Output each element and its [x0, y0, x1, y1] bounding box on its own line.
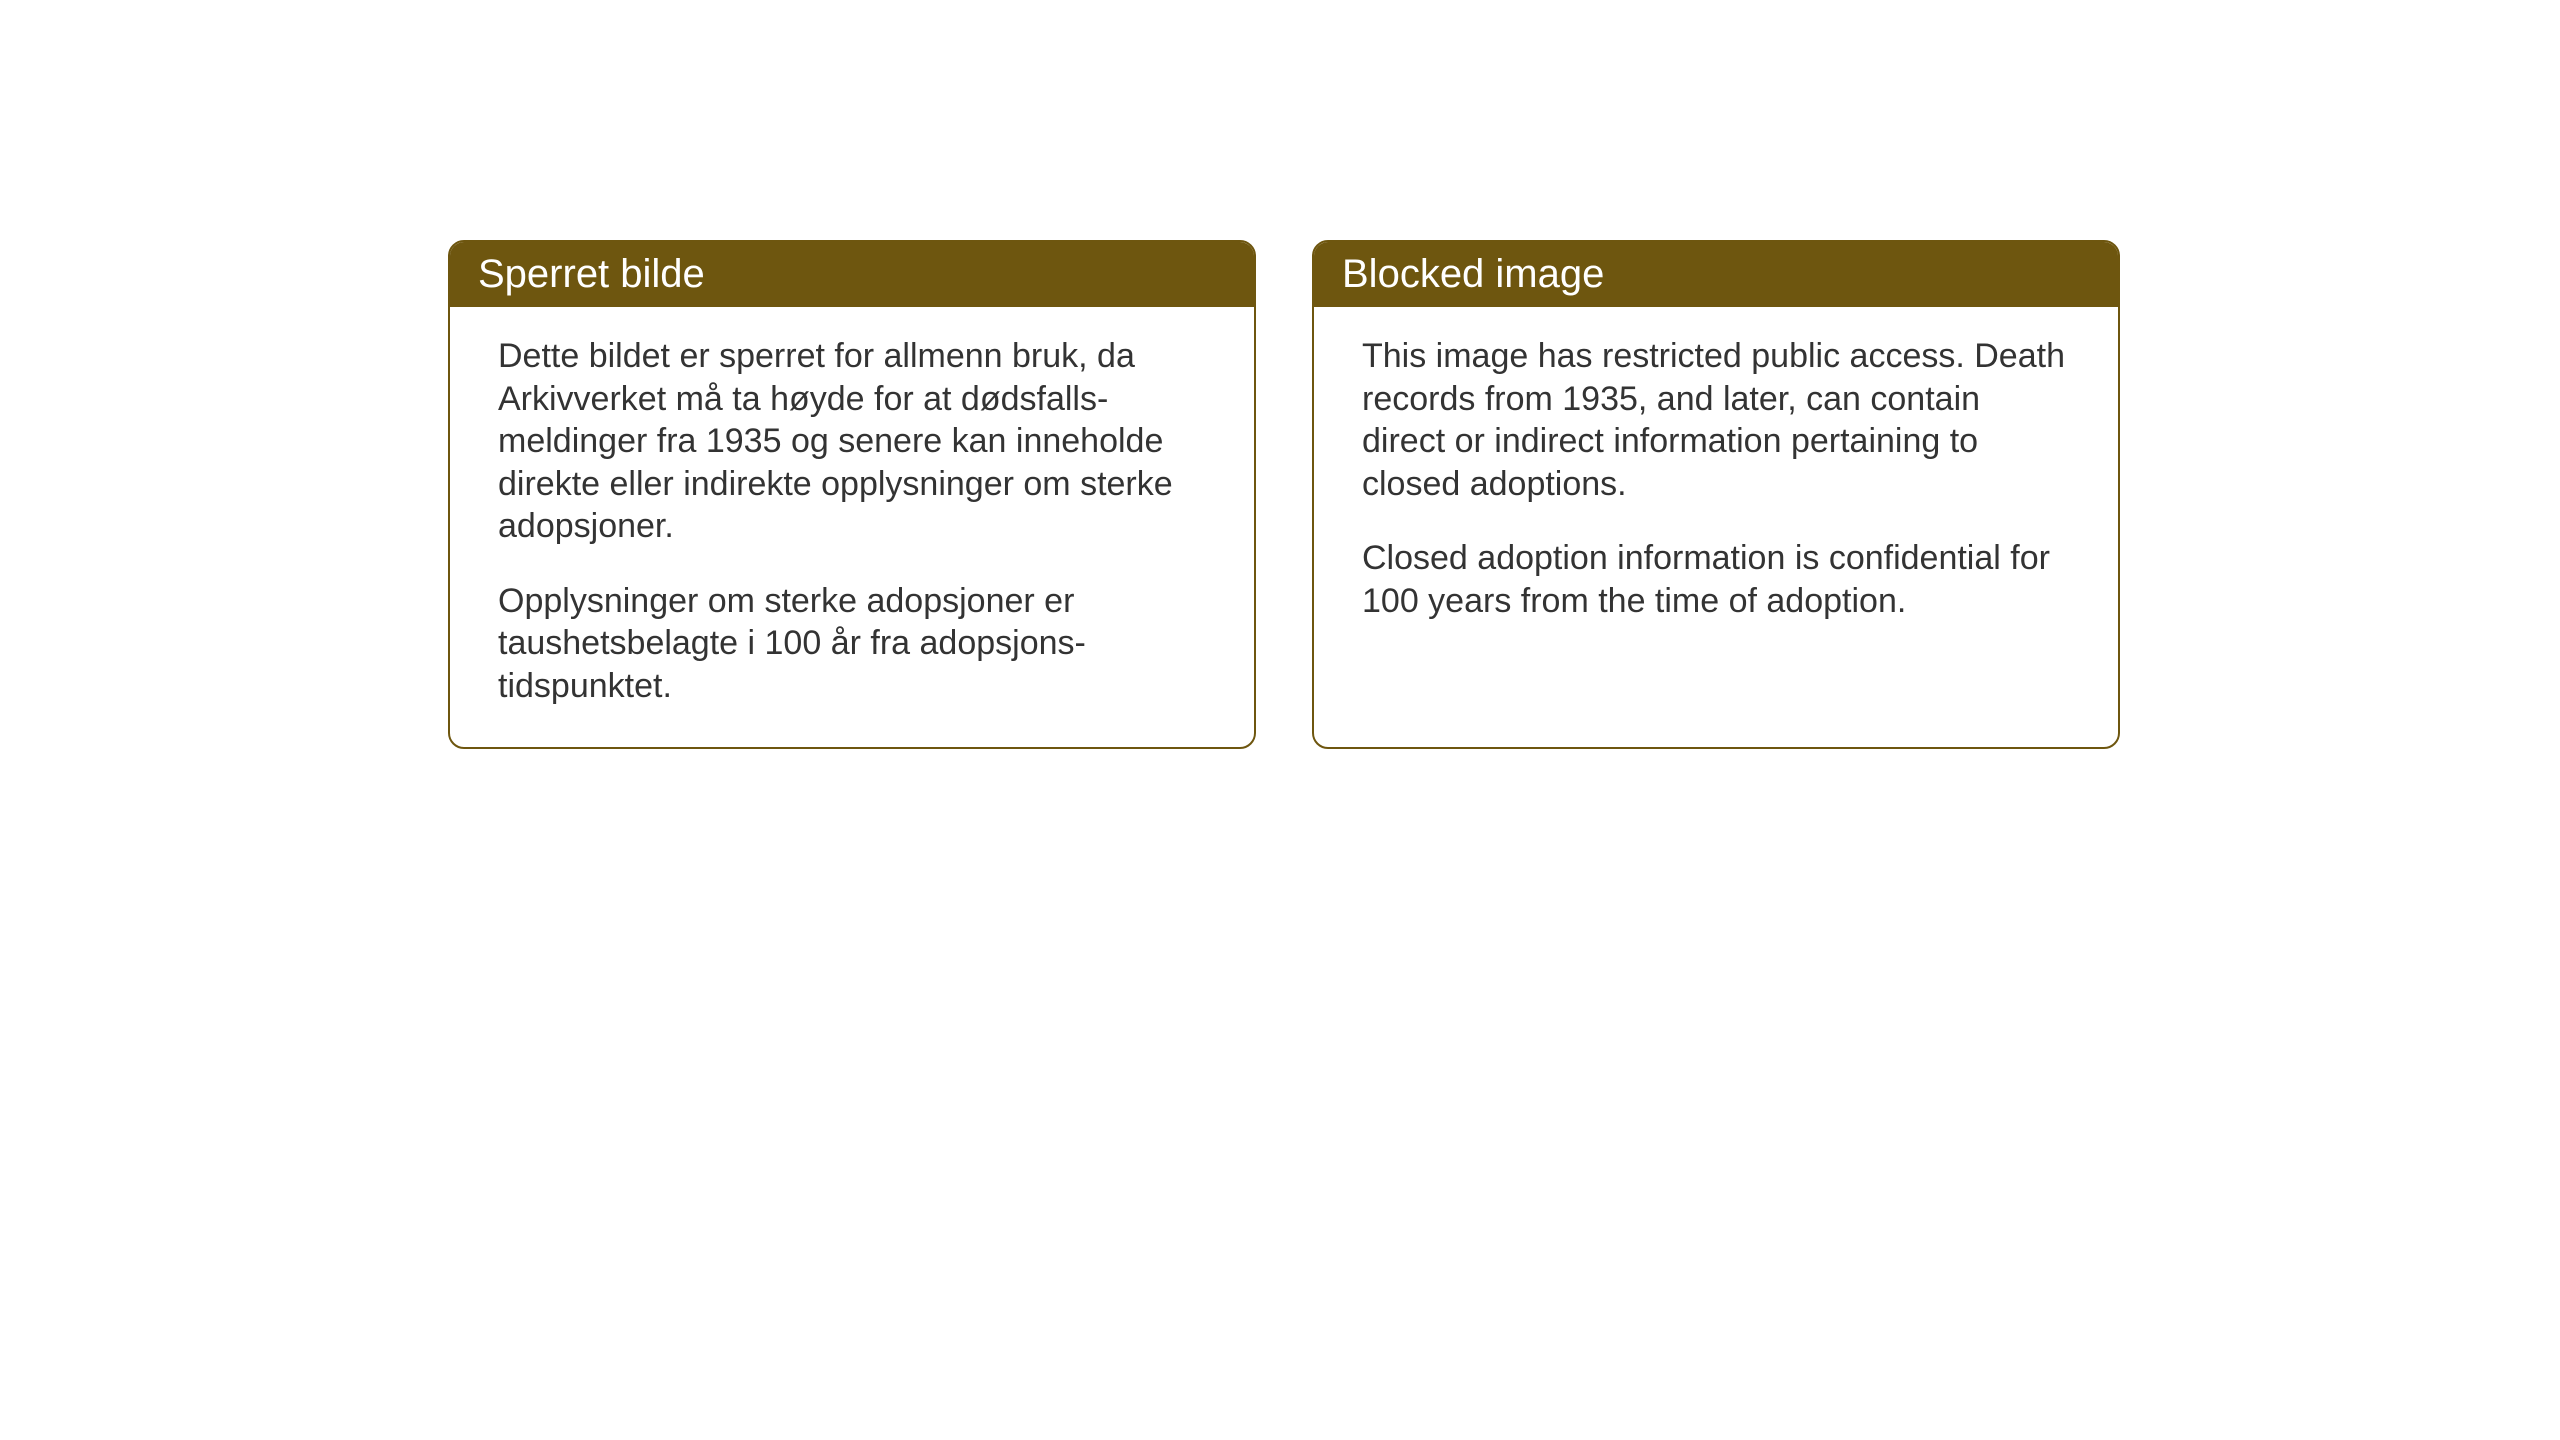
- english-paragraph-2: Closed adoption information is confident…: [1362, 537, 2070, 622]
- norwegian-notice-card: Sperret bilde Dette bildet er sperret fo…: [448, 240, 1256, 749]
- norwegian-paragraph-1: Dette bildet er sperret for allmenn bruk…: [498, 335, 1206, 548]
- norwegian-paragraph-2: Opplysninger om sterke adopsjoner er tau…: [498, 580, 1206, 708]
- norwegian-card-body: Dette bildet er sperret for allmenn bruk…: [450, 307, 1254, 747]
- english-card-body: This image has restricted public access.…: [1314, 307, 2118, 747]
- notice-container: Sperret bilde Dette bildet er sperret fo…: [448, 240, 2120, 749]
- english-notice-card: Blocked image This image has restricted …: [1312, 240, 2120, 749]
- english-paragraph-1: This image has restricted public access.…: [1362, 335, 2070, 505]
- norwegian-card-title: Sperret bilde: [450, 242, 1254, 307]
- english-card-title: Blocked image: [1314, 242, 2118, 307]
